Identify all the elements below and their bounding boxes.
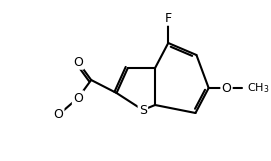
Text: O: O — [73, 91, 83, 104]
Text: O: O — [73, 56, 83, 68]
Text: O: O — [222, 81, 231, 95]
Text: S: S — [139, 104, 147, 117]
Text: F: F — [165, 11, 172, 24]
Text: O: O — [53, 109, 63, 122]
Text: CH$_3$: CH$_3$ — [247, 81, 270, 95]
